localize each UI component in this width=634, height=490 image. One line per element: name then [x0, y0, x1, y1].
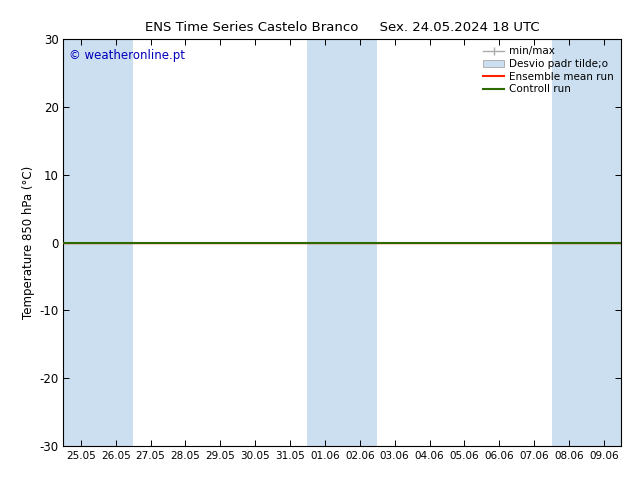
Y-axis label: Temperature 850 hPa (°C): Temperature 850 hPa (°C) [22, 166, 35, 319]
Bar [98, 39, 133, 446]
Title: ENS Time Series Castelo Branco     Sex. 24.05.2024 18 UTC: ENS Time Series Castelo Branco Sex. 24.0… [145, 21, 540, 34]
Legend: min/max, Desvio padr tilde;o, Ensemble mean run, Controll run: min/max, Desvio padr tilde;o, Ensemble m… [481, 45, 616, 97]
Bar [63, 39, 98, 446]
Text: © weatheronline.pt: © weatheronline.pt [69, 49, 185, 62]
Bar [552, 39, 586, 446]
Bar [342, 39, 377, 446]
Bar [586, 39, 621, 446]
Bar [307, 39, 342, 446]
